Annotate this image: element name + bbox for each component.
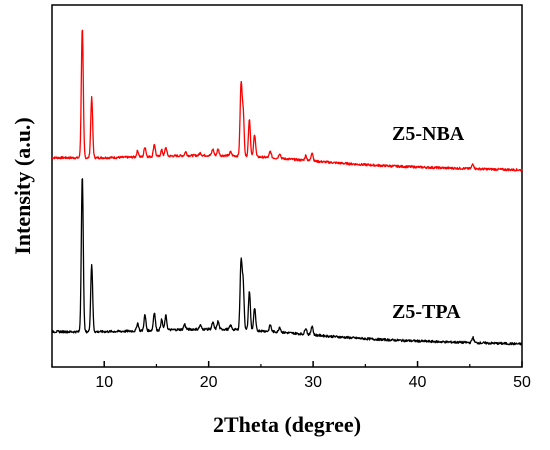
x-tick-label-30: 30 [304, 374, 322, 391]
x-tick-label-20: 20 [200, 374, 218, 391]
series-line-z5-nba [51, 29, 523, 172]
x-tick-label-40: 40 [409, 374, 427, 391]
series-line-z5-tpa [51, 178, 523, 346]
y-axis-title: Intensity (a.u.) [10, 117, 35, 255]
x-tick-label-50: 50 [513, 374, 531, 391]
series-label-z5-nba: Z5-NBA [392, 123, 465, 145]
series-label-z5-tpa: Z5-TPA [392, 301, 461, 323]
plot-frame [51, 4, 523, 368]
x-axis-ticks: 10 20 30 40 50 [51, 361, 531, 391]
series-layer [51, 29, 523, 346]
x-tick-label-10: 10 [95, 374, 113, 391]
x-axis-title: 2Theta (degree) [213, 412, 361, 437]
